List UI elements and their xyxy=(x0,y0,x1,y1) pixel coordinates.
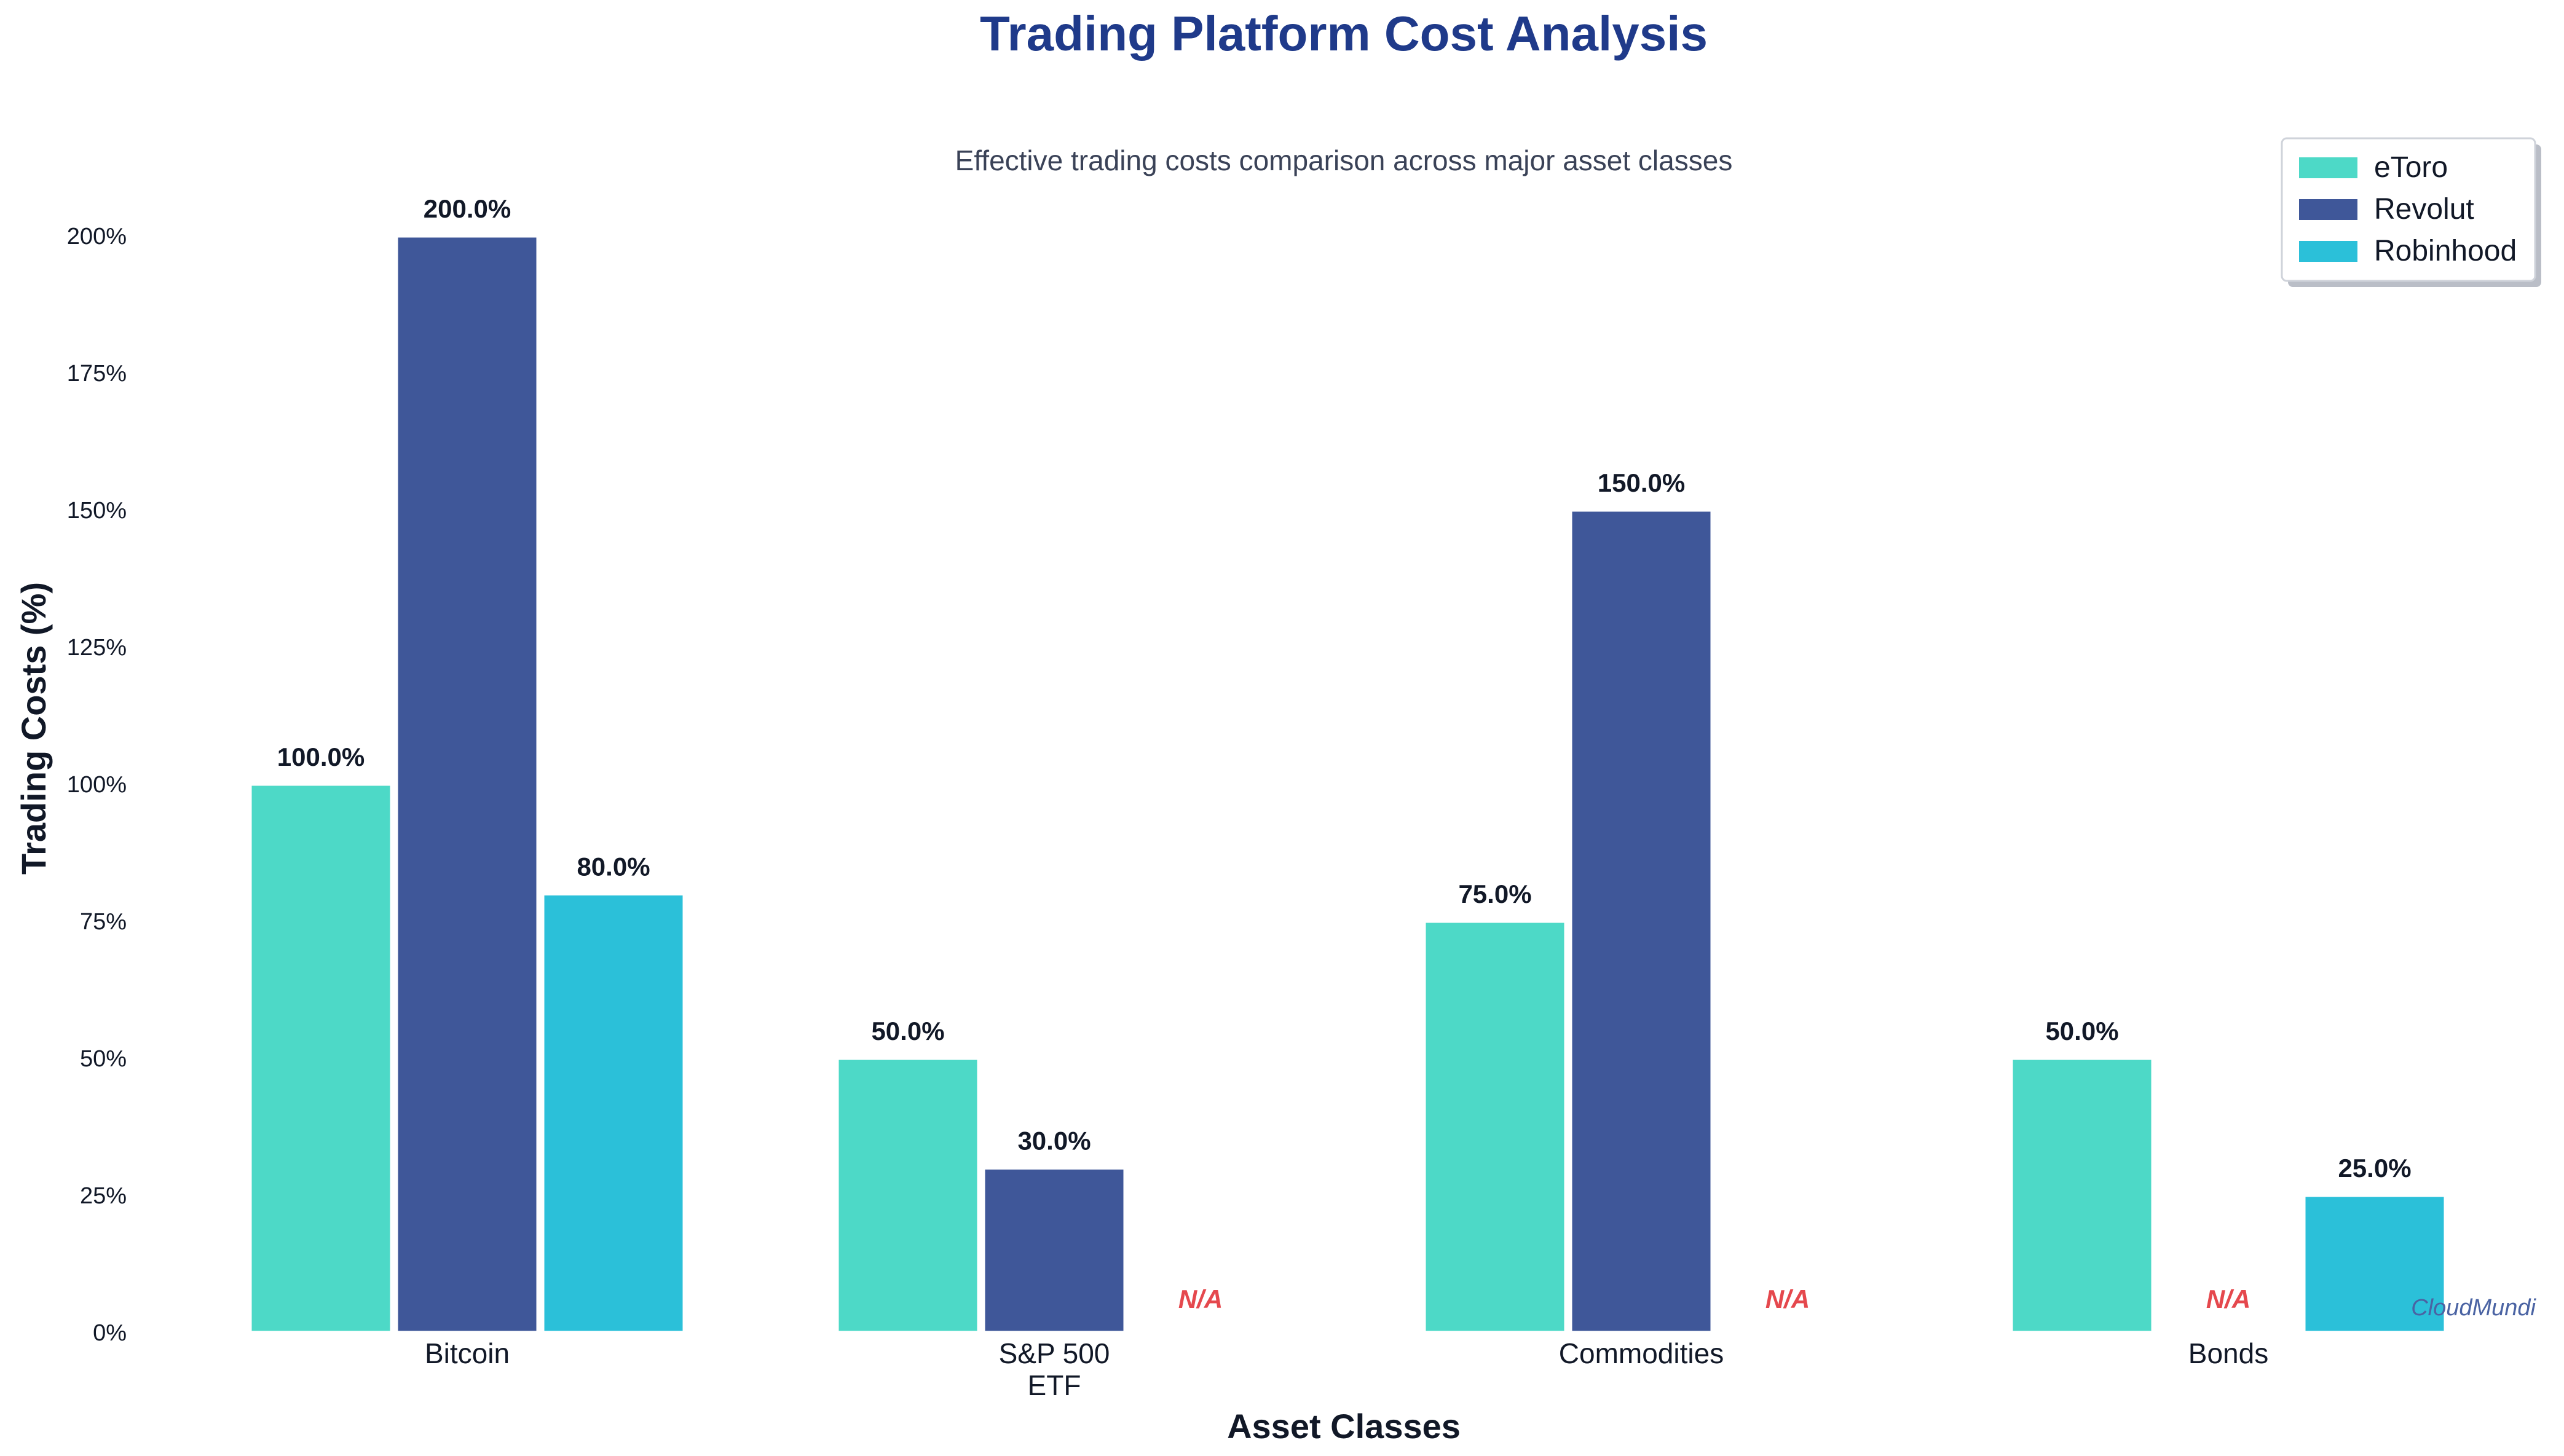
bar xyxy=(541,892,686,1334)
chart-subtitle: Effective trading costs comparison acros… xyxy=(955,144,1733,176)
data-label: 200.0% xyxy=(424,194,511,223)
na-label: N/A xyxy=(1765,1285,1810,1313)
watermark: CloudMundi xyxy=(2411,1295,2536,1321)
y-tick-label: 125% xyxy=(67,635,127,661)
data-labels: 100.0% 200.0% 80.0% 50.0% 30.0% N/A 75.0% 150.0… xyxy=(277,194,2412,1313)
x-tick-label: Commodities xyxy=(1559,1337,1724,1369)
x-tick-label: Bonds xyxy=(2188,1337,2268,1369)
data-label: 80.0% xyxy=(577,852,650,881)
chart-title: Trading Platform Cost Analysis xyxy=(980,6,1708,61)
x-tick-label: Bitcoin xyxy=(425,1337,510,1369)
data-label: 50.0% xyxy=(2045,1017,2118,1045)
legend-swatch xyxy=(2299,157,2357,178)
na-label: N/A xyxy=(2206,1285,2250,1313)
bar xyxy=(2010,1057,2155,1334)
data-label: 150.0% xyxy=(1598,468,1685,497)
bar xyxy=(1422,919,1568,1334)
y-tick-label: 100% xyxy=(67,772,127,798)
data-label: 25.0% xyxy=(2338,1154,2411,1183)
y-tick-label: 150% xyxy=(67,498,127,524)
x-axis-label: Asset Classes xyxy=(1227,1407,1461,1446)
y-tick-label: 25% xyxy=(80,1183,127,1209)
legend-label: Robinhood xyxy=(2374,235,2517,267)
y-tick-label: 200% xyxy=(67,224,127,250)
y-tick-label: 75% xyxy=(80,909,127,935)
na-label: N/A xyxy=(1178,1285,1223,1313)
data-label: 100.0% xyxy=(277,742,365,771)
x-tick-label: S&P 500 xyxy=(999,1337,1110,1369)
bars xyxy=(248,234,2447,1334)
y-tick-label: 0% xyxy=(93,1320,127,1346)
data-label: 50.0% xyxy=(871,1017,944,1045)
legend-swatch xyxy=(2299,199,2357,220)
legend-label: Revolut xyxy=(2374,193,2474,226)
bar xyxy=(1569,508,1714,1334)
y-axis-ticks: 0% 25% 50% 75% 100% 125% 150% 175% 200% xyxy=(67,224,127,1346)
y-tick-label: 50% xyxy=(80,1046,127,1072)
bar xyxy=(248,782,393,1334)
legend-label: eToro xyxy=(2374,151,2448,184)
bar xyxy=(395,234,540,1334)
y-axis-label: Trading Costs (%) xyxy=(14,582,53,875)
x-tick-label: ETF xyxy=(1028,1369,1081,1401)
legend: eToro Revolut Robinhood xyxy=(2281,137,2541,287)
data-label: 75.0% xyxy=(1458,880,1531,908)
legend-swatch xyxy=(2299,241,2357,262)
y-tick-label: 175% xyxy=(67,361,127,387)
data-label: 30.0% xyxy=(1017,1126,1091,1155)
bar xyxy=(982,1166,1127,1334)
bar xyxy=(835,1057,980,1334)
bar xyxy=(2302,1194,2447,1334)
